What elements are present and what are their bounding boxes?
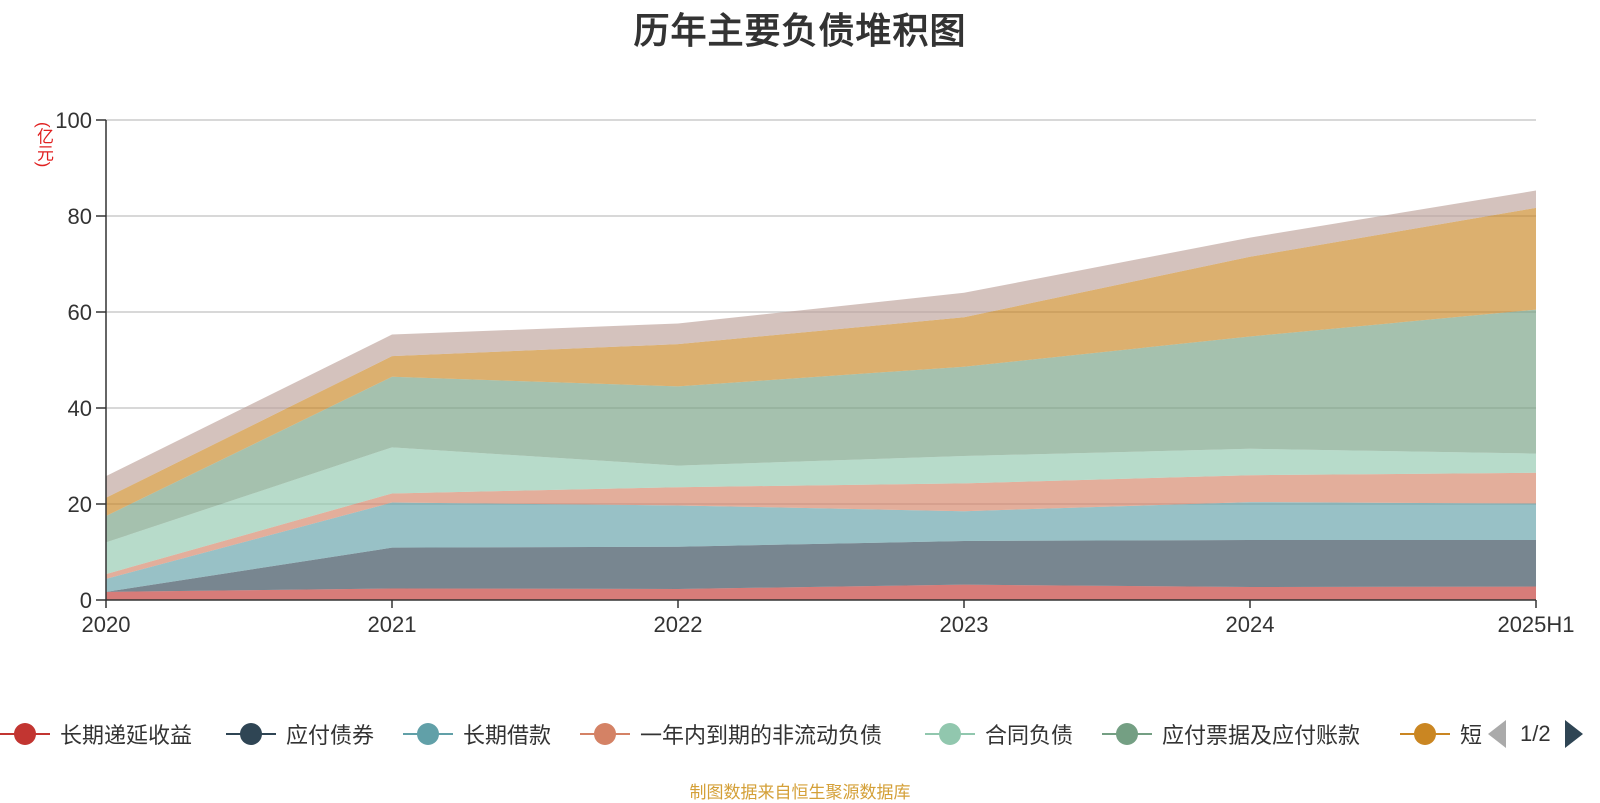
legend-marker-icon — [1102, 716, 1152, 752]
legend-item-2[interactable]: 长期借款 — [403, 716, 551, 752]
legend-item-0[interactable]: 长期递延收益 — [0, 716, 192, 752]
area-series-5 — [106, 309, 1536, 543]
area-series — [106, 190, 1536, 600]
legend-marker-icon — [925, 716, 975, 752]
prev-page-icon[interactable] — [1488, 720, 1506, 748]
legend-label: 长期借款 — [463, 723, 552, 748]
data-source-note: 制图数据来自恒生聚源数据库 — [689, 783, 911, 802]
legend-label: 合同负债 — [985, 723, 1074, 748]
legend-label: 应付票据及应付账款 — [1162, 723, 1361, 748]
legend-item-3[interactable]: 一年内到期的非流动负债 — [580, 716, 882, 752]
y-tick-label: 80 — [68, 204, 92, 229]
legend-label: 短 — [1460, 723, 1483, 748]
legend-item-5[interactable]: 应付票据及应付账款 — [1102, 716, 1360, 752]
x-tick-label: 2024 — [1226, 612, 1275, 637]
legend-label: 一年内到期的非流动负债 — [640, 723, 883, 748]
x-tick-labels: 2020 2021 2022 2023 2024 2025H1 — [82, 612, 1575, 637]
legend-item-4[interactable]: 合同负债 — [925, 716, 1073, 752]
x-tick-label: 2023 — [940, 612, 989, 637]
legend-marker-icon — [0, 716, 50, 752]
legend-item-1[interactable]: 应付债券 — [226, 716, 374, 752]
legend: 长期递延收益 应付债券 长期借款 一年内到期的非流动负债 合同负债 应付票据及应… — [0, 716, 1600, 752]
legend-marker-icon — [226, 716, 276, 752]
legend-pager: 1/2 — [1488, 716, 1583, 752]
y-axis-unit: (亿元) — [34, 122, 53, 168]
legend-label: 应付债券 — [286, 723, 375, 748]
area-series-0 — [106, 584, 1536, 600]
legend-marker-icon — [580, 716, 630, 752]
legend-item-6[interactable]: 短 — [1400, 716, 1482, 752]
y-tick-label: 0 — [80, 588, 92, 613]
y-tick-label: 60 — [68, 300, 92, 325]
legend-marker-icon — [403, 716, 453, 752]
axes — [96, 119, 1537, 608]
x-tick-label: 2020 — [82, 612, 131, 637]
chart-title: 历年主要负债堆积图 — [633, 10, 967, 51]
x-tick-label: 2021 — [368, 612, 417, 637]
area-series-7 — [106, 190, 1536, 498]
next-page-icon[interactable] — [1564, 720, 1583, 748]
area-series-1 — [106, 540, 1536, 592]
area-series-3 — [106, 472, 1536, 579]
y-tick-label: 100 — [55, 108, 92, 133]
legend-page-indicator: 1/2 — [1520, 721, 1551, 746]
x-tick-label: 2025H1 — [1497, 612, 1574, 637]
legend-marker-icon — [1400, 716, 1450, 752]
area-series-2 — [106, 502, 1536, 592]
area-series-6 — [106, 207, 1536, 516]
area-series-4 — [106, 447, 1536, 575]
legend-label: 长期递延收益 — [60, 723, 193, 748]
y-tick-label: 20 — [68, 492, 92, 517]
y-tick-label: 40 — [68, 396, 92, 421]
x-tick-label: 2022 — [654, 612, 703, 637]
y-tick-labels: 0 20 40 60 80 100 — [55, 108, 92, 613]
